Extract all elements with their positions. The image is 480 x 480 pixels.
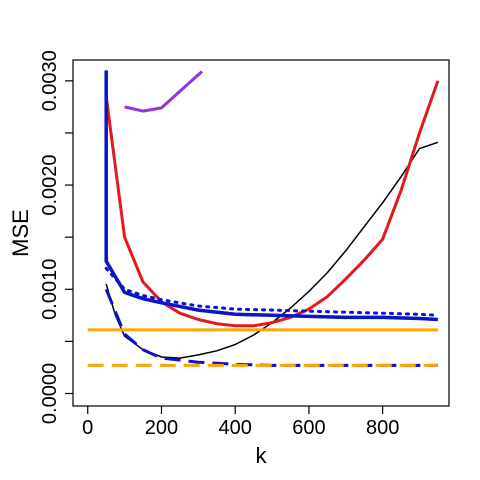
x-tick-label: 800 bbox=[366, 417, 399, 439]
y-tick-label: 0.0010 bbox=[39, 259, 61, 320]
y-axis-title: MSE bbox=[8, 209, 33, 257]
series-line-0 bbox=[105, 141, 439, 359]
x-tick-label: 0 bbox=[82, 417, 93, 439]
series-line-2 bbox=[124, 70, 204, 113]
x-tick-label: 200 bbox=[145, 417, 178, 439]
x-axis: 0 200 400 600 800 bbox=[82, 406, 399, 439]
x-axis-title: k bbox=[256, 443, 268, 468]
series-line-3 bbox=[104, 70, 438, 322]
y-tick-label: 0.0030 bbox=[39, 50, 61, 111]
series-line-5 bbox=[104, 288, 438, 367]
plot-frame bbox=[72, 59, 450, 407]
x-tick-label: 400 bbox=[219, 417, 252, 439]
x-tick-label: 600 bbox=[292, 417, 325, 439]
y-tick-label: 0.0000 bbox=[39, 363, 61, 424]
series-line-4 bbox=[104, 266, 440, 317]
series-layer bbox=[87, 70, 440, 367]
y-tick-label: 0.0020 bbox=[39, 154, 61, 215]
series-line-1 bbox=[104, 80, 440, 328]
y-axis: 0.0000 0.0010 0.0020 0.0030 bbox=[39, 50, 73, 424]
